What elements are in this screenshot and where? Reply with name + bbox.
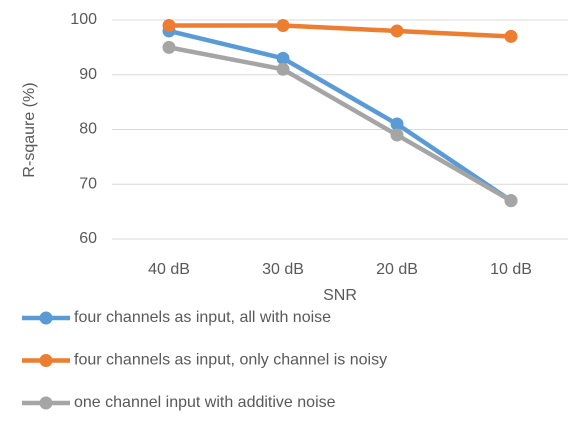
data-point bbox=[504, 194, 518, 208]
data-point bbox=[390, 117, 404, 131]
y-axis-label: R-sqaure (%) bbox=[21, 82, 38, 177]
series-line bbox=[168, 28, 513, 203]
data-point bbox=[162, 18, 176, 32]
data-point bbox=[162, 40, 176, 54]
data-point bbox=[276, 62, 290, 76]
data-point bbox=[504, 29, 518, 43]
data-point bbox=[276, 18, 290, 32]
legend-label: four channels as input, all with noise bbox=[74, 309, 331, 326]
data-point bbox=[276, 51, 290, 65]
legend-marker bbox=[39, 396, 53, 410]
data-point bbox=[390, 24, 404, 38]
series-line bbox=[169, 23, 512, 39]
y-tick-label: 70 bbox=[79, 175, 97, 192]
legend-marker bbox=[39, 354, 53, 367]
x-tick-label: 40 dB bbox=[148, 261, 190, 278]
series-line bbox=[168, 45, 513, 203]
x-tick-label: 20 dB bbox=[376, 261, 418, 278]
legend-label: one channel input with additive noise bbox=[74, 394, 336, 411]
y-tick-label: 90 bbox=[79, 66, 97, 83]
legend-marker bbox=[39, 311, 53, 325]
y-tick-label: 60 bbox=[79, 230, 97, 247]
data-point bbox=[390, 128, 404, 142]
x-tick-label: 10 dB bbox=[490, 261, 532, 278]
x-tick-label: 30 dB bbox=[262, 261, 304, 278]
y-tick-label: 80 bbox=[79, 121, 97, 138]
legend-label: four channels as input, only channel is … bbox=[74, 352, 387, 369]
y-tick-label: 100 bbox=[70, 11, 97, 28]
x-axis-label: SNR bbox=[323, 287, 357, 304]
